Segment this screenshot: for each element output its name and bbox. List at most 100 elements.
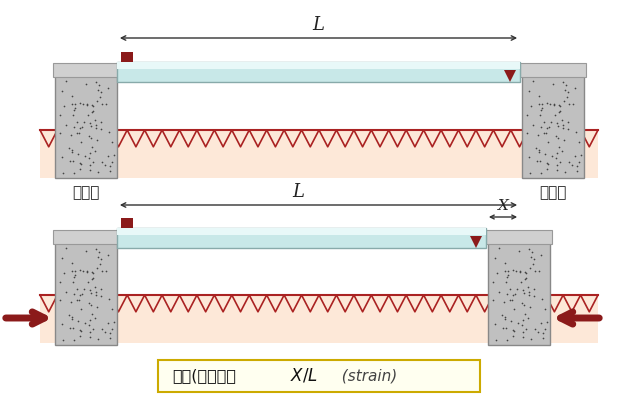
Point <box>94 82 104 89</box>
Point <box>559 137 569 143</box>
Point <box>87 275 98 281</box>
Bar <box>40 295 598 343</box>
Bar <box>121 218 133 228</box>
Point <box>56 279 66 285</box>
Point <box>542 125 552 131</box>
Point <box>87 310 97 317</box>
Point <box>70 272 80 279</box>
Polygon shape <box>470 236 482 248</box>
Point <box>55 297 65 303</box>
Point <box>69 290 79 297</box>
Point <box>100 161 110 168</box>
Point <box>575 151 586 158</box>
Point <box>528 122 538 129</box>
Point <box>539 130 549 136</box>
Point <box>84 119 94 126</box>
Point <box>75 125 85 131</box>
Point <box>545 101 556 107</box>
Point <box>555 103 565 109</box>
Point <box>103 153 113 159</box>
Point <box>554 101 565 108</box>
Point <box>525 265 535 271</box>
Point <box>508 306 519 312</box>
Point <box>107 306 117 312</box>
Point <box>530 267 540 274</box>
Point <box>515 269 525 275</box>
Point <box>68 279 78 286</box>
Point <box>84 287 94 293</box>
Point <box>69 273 79 280</box>
Point <box>75 333 85 339</box>
Point <box>521 275 531 281</box>
Point <box>544 124 554 131</box>
Point <box>542 99 553 106</box>
Point <box>500 259 510 266</box>
Point <box>532 158 542 164</box>
Point <box>59 103 70 109</box>
Point <box>501 279 511 286</box>
Point <box>89 315 100 321</box>
Point <box>500 314 510 320</box>
Point <box>563 89 574 96</box>
Point <box>79 119 89 126</box>
Point <box>80 320 90 326</box>
Point <box>107 159 117 165</box>
Point <box>570 153 580 159</box>
Text: L: L <box>313 16 325 34</box>
Point <box>64 145 74 151</box>
Point <box>82 268 92 274</box>
Point <box>517 328 528 335</box>
Point <box>67 267 77 274</box>
Point <box>70 105 80 111</box>
Point <box>503 268 514 274</box>
Point <box>488 297 498 303</box>
Point <box>85 334 95 340</box>
Point <box>88 326 98 332</box>
Point <box>93 304 103 310</box>
Point <box>542 160 553 166</box>
Point <box>526 249 537 256</box>
Point <box>69 170 79 176</box>
Point <box>82 102 92 108</box>
Point <box>89 116 100 123</box>
Point <box>538 334 548 341</box>
Point <box>574 159 584 165</box>
Point <box>69 336 79 343</box>
Point <box>505 286 515 292</box>
Point <box>56 112 66 118</box>
Point <box>536 124 546 130</box>
Bar <box>486 230 552 244</box>
Point <box>103 252 113 258</box>
Point <box>560 169 570 175</box>
Point <box>79 286 89 292</box>
Point <box>571 129 581 135</box>
Point <box>58 336 68 343</box>
Point <box>534 146 544 153</box>
Bar <box>522 75 584 178</box>
Point <box>533 132 544 138</box>
Point <box>101 101 111 107</box>
Point <box>68 325 78 331</box>
Point <box>542 318 552 325</box>
Point <box>562 94 572 100</box>
Bar <box>488 242 550 345</box>
Point <box>67 92 77 99</box>
Point <box>493 270 503 276</box>
Text: $\mathit{X/L}$: $\mathit{X/L}$ <box>290 367 318 385</box>
Point <box>93 265 103 271</box>
Point <box>67 146 77 153</box>
Point <box>85 166 95 173</box>
Bar <box>53 230 119 244</box>
Point <box>87 143 97 150</box>
Point <box>553 135 563 141</box>
Point <box>503 272 513 279</box>
Point <box>570 85 580 91</box>
Point <box>78 101 89 107</box>
Point <box>517 287 528 293</box>
Point <box>537 296 547 302</box>
Point <box>91 125 101 131</box>
Point <box>75 160 85 166</box>
Point <box>84 132 94 139</box>
Point <box>96 326 107 332</box>
Point <box>91 122 101 128</box>
